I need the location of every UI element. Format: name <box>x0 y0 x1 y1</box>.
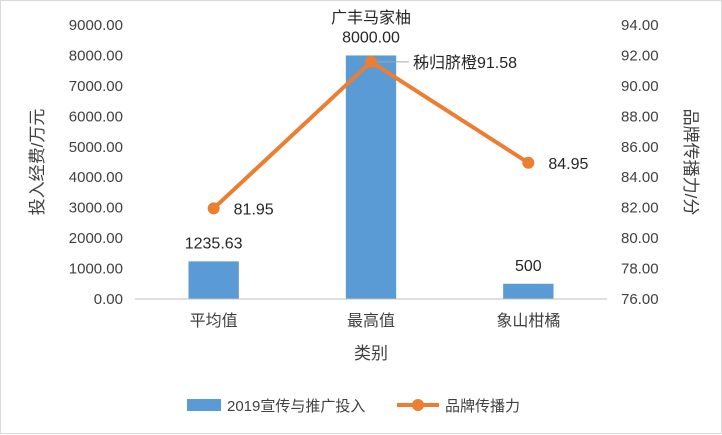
left-tick-label: 0.00 <box>94 291 123 308</box>
left-tick-label: 6000.00 <box>69 108 123 125</box>
category-label: 最高值 <box>347 312 395 330</box>
left-tick-label: 9000.00 <box>69 17 123 34</box>
y-axis-left-title: 投入经费/万元 <box>28 109 47 216</box>
right-tick-label: 94.00 <box>621 17 659 34</box>
legend: 2019宣传与推广投入 品牌传播力 <box>187 398 520 415</box>
right-tick-label: 92.00 <box>621 47 659 64</box>
right-tick-label: 90.00 <box>621 78 659 95</box>
line-marker <box>522 156 535 169</box>
legend-line-label: 品牌传播力 <box>445 398 520 415</box>
line-series <box>207 55 535 215</box>
data-labels: 1235.63 8000.00 500 81.95 秭归脐橙91.58 84.95 <box>185 29 589 274</box>
right-tick-label: 84.00 <box>621 169 659 186</box>
x-axis-title: 类别 <box>354 344 388 363</box>
annotation-label: 广丰马家柚 <box>331 9 411 27</box>
legend-line-marker <box>412 399 424 411</box>
line-value-label: 81.95 <box>234 201 274 218</box>
category-label: 象山柑橘 <box>496 312 560 330</box>
line-marker <box>365 55 377 68</box>
left-tick-label: 2000.00 <box>69 230 123 247</box>
bar-value-label: 500 <box>515 258 542 275</box>
category-label: 平均值 <box>190 312 238 330</box>
line-value-label: 84.95 <box>548 156 588 173</box>
right-axis-ticks: 76.00 78.00 80.00 82.00 84.00 86.00 88.00 90.00… <box>621 17 659 308</box>
right-tick-label: 88.00 <box>621 108 659 125</box>
bar <box>345 55 397 299</box>
bar <box>188 261 239 299</box>
left-tick-label: 5000.00 <box>69 139 123 156</box>
right-tick-label: 86.00 <box>621 139 659 156</box>
y-axis-right-title: 品牌传播力/分 <box>681 109 700 216</box>
right-tick-label: 80.00 <box>621 230 659 247</box>
line-value-label: 秭归脐橙91.58 <box>413 54 517 72</box>
bar-series <box>188 55 554 299</box>
line-marker <box>207 202 220 215</box>
right-tick-label: 78.00 <box>621 261 659 278</box>
left-tick-label: 3000.00 <box>69 200 123 217</box>
bar <box>503 283 554 299</box>
right-tick-label: 76.00 <box>621 291 659 308</box>
legend-bar-swatch <box>187 399 221 411</box>
legend-bar-label: 2019宣传与推广投入 <box>227 398 365 415</box>
left-tick-label: 1000.00 <box>69 261 123 278</box>
bar-value-label: 8000.00 <box>342 29 400 46</box>
left-tick-label: 4000.00 <box>69 169 123 186</box>
bar-value-label: 1235.63 <box>185 235 243 252</box>
category-labels: 平均值 最高值 象山柑橘 <box>190 312 561 330</box>
left-tick-label: 7000.00 <box>69 78 123 95</box>
right-tick-label: 82.00 <box>621 200 659 217</box>
left-axis-ticks: 0.00 1000.00 2000.00 3000.00 4000.00 5000.00 6… <box>69 17 123 308</box>
left-tick-label: 8000.00 <box>69 47 123 64</box>
